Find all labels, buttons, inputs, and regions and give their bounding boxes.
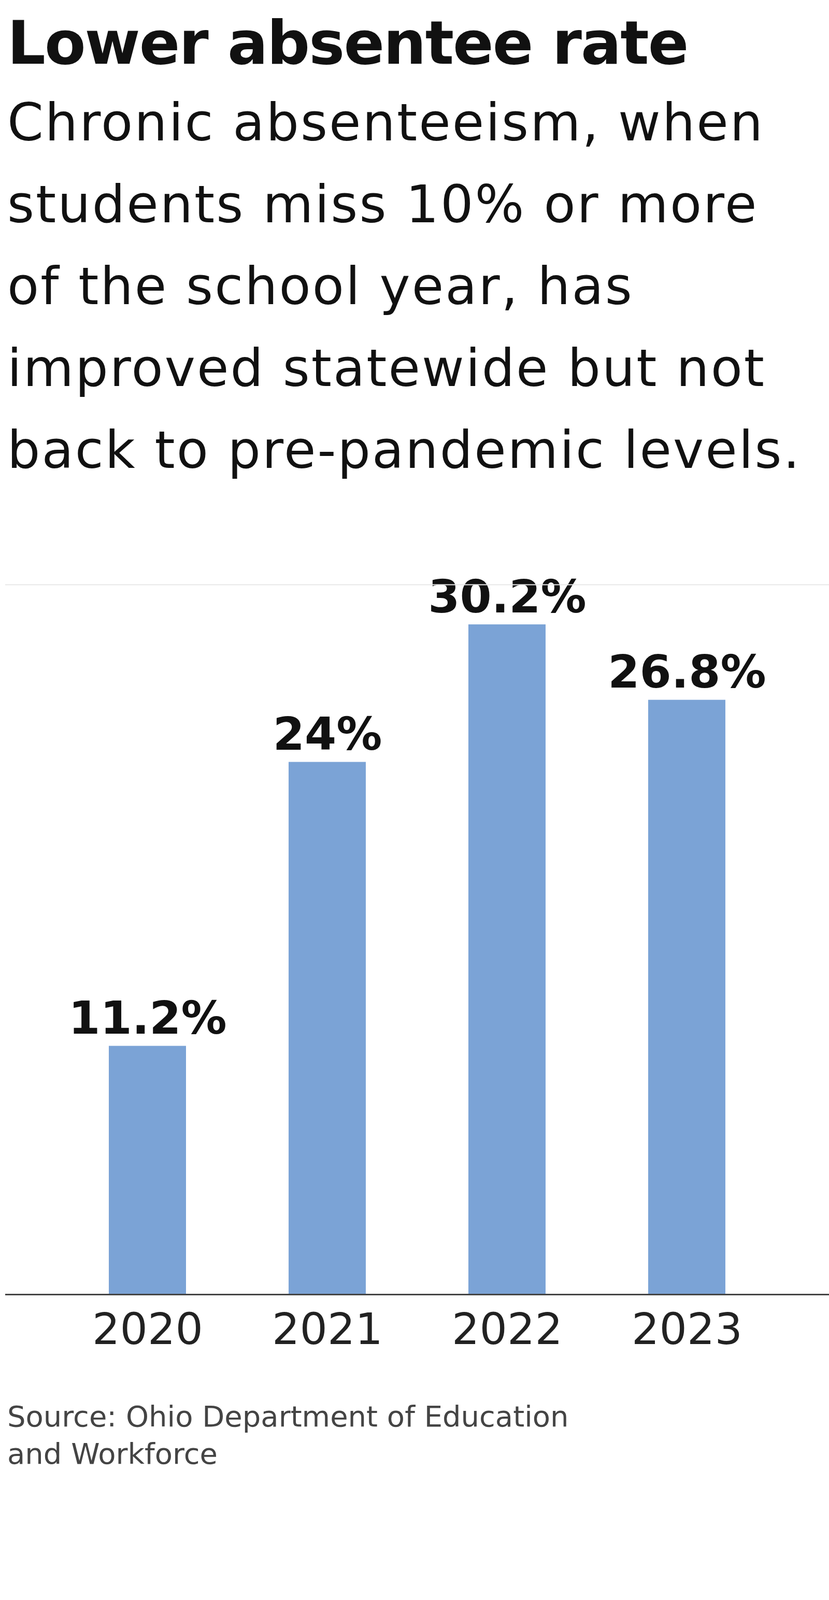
svg-text:11.2%: 11.2% bbox=[68, 991, 227, 1045]
svg-text:2022: 2022 bbox=[451, 1303, 563, 1355]
svg-text:2021: 2021 bbox=[272, 1303, 383, 1355]
svg-text:26.8%: 26.8% bbox=[607, 645, 766, 699]
svg-text:2020: 2020 bbox=[92, 1303, 204, 1355]
html-text:Source: Ohio Department of Edu: Source: Ohio Department of Education and… bbox=[7, 1399, 569, 1471]
svg-text:24%: 24% bbox=[273, 707, 383, 761]
svg-text:2023: 2023 bbox=[631, 1303, 743, 1355]
html-text:Chronic absenteeism, when stud: Chronic absenteeism, when students miss … bbox=[7, 92, 802, 481]
html-text:Lower absentee rate: Lower absentee rate bbox=[7, 7, 688, 78]
svg-text:30.2%: 30.2% bbox=[427, 569, 586, 624]
